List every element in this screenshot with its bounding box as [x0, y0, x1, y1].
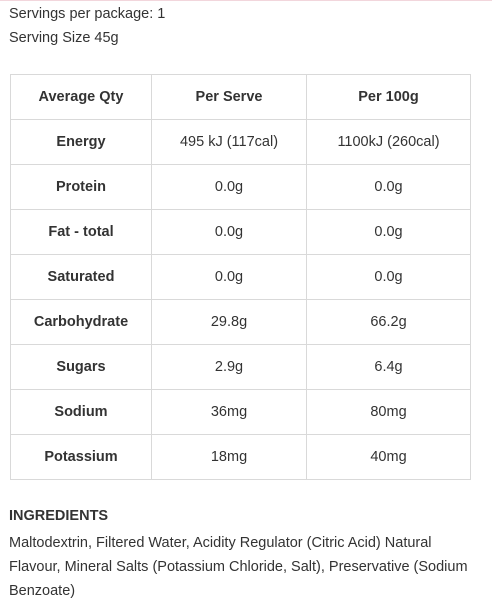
per-serve-value: 495 kJ (117cal): [151, 119, 307, 165]
per-serve-value: 0.0g: [151, 164, 307, 210]
table-row: Protein 0.0g 0.0g: [10, 164, 471, 210]
row-label: Sodium: [10, 389, 152, 435]
ingredients-text: Maltodextrin, Filtered Water, Acidity Re…: [9, 535, 468, 599]
per-serve-value: 29.8g: [151, 299, 307, 345]
per-serve-value: 18mg: [151, 434, 307, 480]
per-100g-value: 0.0g: [306, 254, 471, 300]
row-label: Protein: [10, 164, 152, 210]
row-label: Carbohydrate: [10, 299, 152, 345]
row-label: Sugars: [10, 344, 152, 390]
header-per-serve: Per Serve: [151, 74, 307, 120]
per-serve-value: 36mg: [151, 389, 307, 435]
row-label: Potassium: [10, 434, 152, 480]
row-label: Saturated: [10, 254, 152, 300]
nutrition-table: Average Qty Per Serve Per 100g Energy 49…: [10, 74, 471, 480]
per-100g-value: 0.0g: [306, 164, 471, 210]
per-serve-value: 2.9g: [151, 344, 307, 390]
per-100g-value: 0.0g: [306, 209, 471, 255]
per-100g-value: 40mg: [306, 434, 471, 480]
row-label: Energy: [10, 119, 152, 165]
table-row: Potassium 18mg 40mg: [10, 434, 471, 480]
per-serve-value: 0.0g: [151, 254, 307, 300]
table-row: Sodium 36mg 80mg: [10, 389, 471, 435]
header-average-qty: Average Qty: [10, 74, 152, 120]
table-row: Saturated 0.0g 0.0g: [10, 254, 471, 300]
per-100g-value: 1100kJ (260cal): [306, 119, 471, 165]
per-100g-value: 6.4g: [306, 344, 471, 390]
table-row: Energy 495 kJ (117cal) 1100kJ (260cal): [10, 119, 471, 165]
header-per-100g: Per 100g: [306, 74, 471, 120]
table-header-row: Average Qty Per Serve Per 100g: [10, 74, 471, 120]
row-label: Fat - total: [10, 209, 152, 255]
per-100g-value: 80mg: [306, 389, 471, 435]
ingredients-heading: INGREDIENTS: [9, 508, 109, 524]
table-row: Fat - total 0.0g 0.0g: [10, 209, 471, 255]
per-serve-value: 0.0g: [151, 209, 307, 255]
per-100g-value: 66.2g: [306, 299, 471, 345]
servings-per-package: Servings per package: 1: [9, 6, 166, 22]
serving-size: Serving Size 45g: [9, 30, 119, 46]
table-row: Sugars 2.9g 6.4g: [10, 344, 471, 390]
table-row: Carbohydrate 29.8g 66.2g: [10, 299, 471, 345]
